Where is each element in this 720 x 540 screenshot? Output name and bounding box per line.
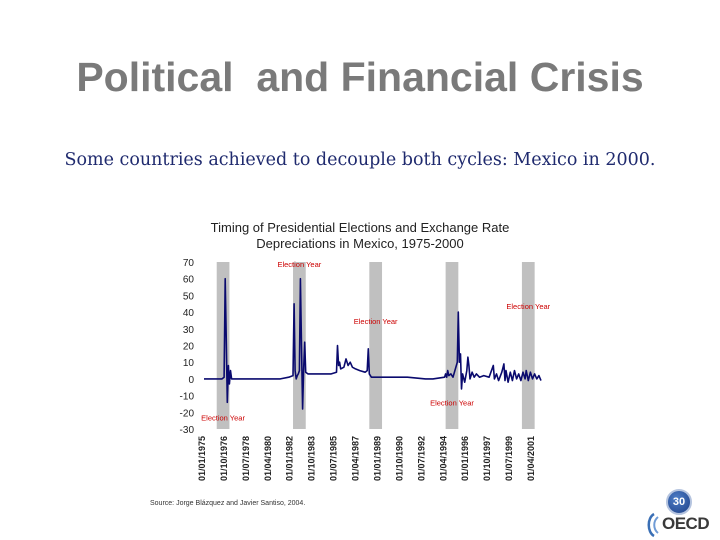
x-tick-label: 01/07/1978 <box>241 436 251 481</box>
y-tick-label: -20 <box>180 408 195 419</box>
x-tick-label: 01/04/1980 <box>263 436 273 481</box>
y-tick-label: 30 <box>183 325 195 336</box>
x-tick-label: 01/07/1999 <box>504 436 514 481</box>
y-tick-label: -10 <box>180 392 195 403</box>
election-year-annotation: Election Year <box>506 302 550 311</box>
y-tick-label: 10 <box>183 358 195 369</box>
y-tick-label: 50 <box>183 291 195 302</box>
election-band-1976 <box>217 262 230 429</box>
election-year-annotation: Election Year <box>430 399 474 408</box>
y-tick-label: 20 <box>183 342 195 353</box>
election-year-annotation: Election Year <box>354 317 398 326</box>
oecd-logo-icon <box>644 512 664 538</box>
y-tick-label: 0 <box>188 375 194 386</box>
election-band-1988 <box>369 262 382 429</box>
x-tick-label: 01/10/1976 <box>219 436 229 481</box>
y-tick-label: 60 <box>183 275 195 286</box>
election-year-annotation: Election Year <box>277 260 321 269</box>
x-tick-label: 01/10/1997 <box>482 436 492 481</box>
y-tick-label: -30 <box>180 425 195 436</box>
x-tick-label: 01/01/1989 <box>372 436 382 481</box>
source-note: Source: Jorge Blázquez and Javier Santis… <box>150 500 305 507</box>
x-tick-label: 01/04/2001 <box>526 436 536 481</box>
x-tick-label: 01/07/1985 <box>329 436 339 481</box>
x-tick-label: 01/01/1982 <box>285 436 295 481</box>
x-tick-label: 01/04/1987 <box>351 436 361 481</box>
x-tick-label: 01/01/1996 <box>460 436 470 481</box>
x-tick-label: 01/01/1975 <box>197 436 207 481</box>
x-tick-label: 01/10/1983 <box>307 436 317 481</box>
election-year-annotation: Election Year <box>201 414 245 423</box>
x-tick-label: 01/07/1992 <box>416 436 426 481</box>
x-tick-label: 01/04/1994 <box>438 436 448 481</box>
y-tick-label: 40 <box>183 308 195 319</box>
y-tick-label: 70 <box>183 258 195 269</box>
oecd-logo-text: OECD <box>662 514 709 534</box>
election-band-2000 <box>522 262 535 429</box>
oecd-logo: OECD <box>644 512 704 538</box>
x-tick-label: 01/10/1990 <box>394 436 404 481</box>
